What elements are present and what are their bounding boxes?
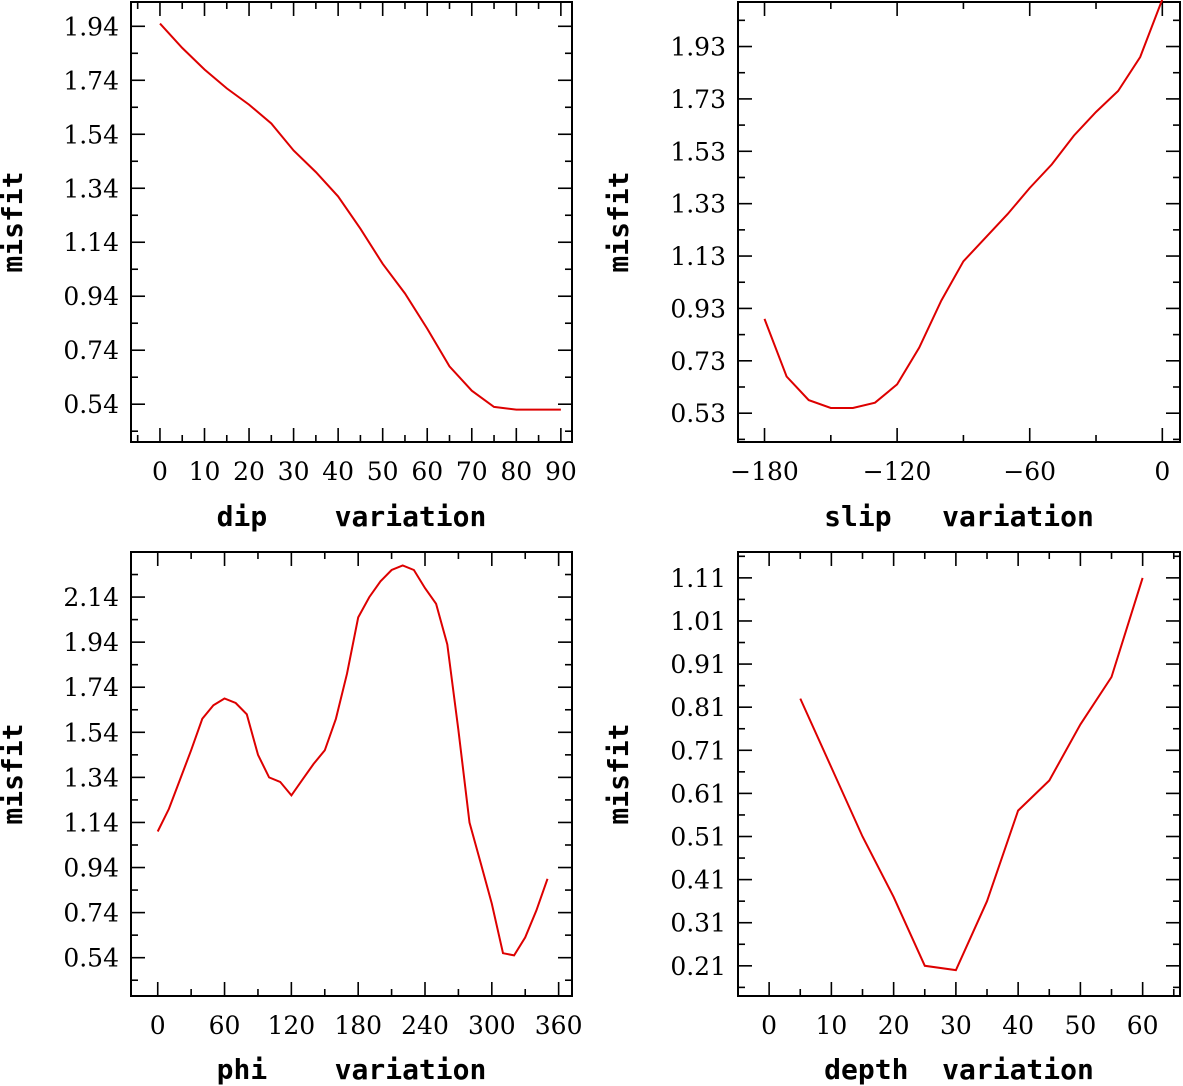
x-tick-label: 20	[878, 1011, 910, 1040]
y-tick-label: 1.11	[670, 564, 726, 593]
x-tick-label: 120	[268, 1011, 316, 1040]
y-tick-label: 1.14	[63, 228, 119, 257]
y-tick-label: 0.94	[63, 282, 119, 311]
series-line-depth	[799, 577, 1144, 972]
x-tick-label: −120	[863, 457, 932, 486]
chart-slip: −180 −120 −60 0 0.53 0.73 0.93 1.13 1.33 1.53 1.73…	[602, 0, 1181, 533]
x-tick-label: 30	[278, 457, 310, 486]
y-tick-label: 1.13	[670, 242, 726, 271]
x-tick-label: 50	[367, 457, 399, 486]
x-axis-title: phi variation	[217, 1053, 487, 1086]
x-axis-title: slip variation	[824, 500, 1094, 533]
series-line-slip	[763, 0, 1164, 409]
y-tick-label: 1.93	[670, 33, 726, 62]
y-axis-title: misfit	[602, 723, 635, 824]
y-axis-title: misfit	[602, 171, 635, 272]
x-tick-label: 80	[500, 457, 532, 486]
y-tick-label: 0.21	[670, 952, 726, 981]
x-axis-title: dip variation	[217, 500, 487, 533]
x-tick-label: 50	[1064, 1011, 1096, 1040]
y-tick-label: 1.54	[63, 120, 119, 149]
y-tick-label: 0.74	[63, 899, 119, 928]
y-tick-label: 0.54	[63, 390, 119, 419]
x-tick-label: 40	[322, 457, 354, 486]
x-tick-label: 0	[152, 457, 168, 486]
x-tick-label: 30	[940, 1011, 972, 1040]
x-tick-label: −180	[730, 457, 799, 486]
x-tick-label: 20	[233, 457, 265, 486]
chart-phi: 0 60 120 180 240 300 360 0.54 0.74 0.94 1.14 1.34 1.…	[0, 551, 583, 1086]
x-tick-label: 180	[334, 1011, 382, 1040]
y-tick-label: 0.71	[670, 736, 726, 765]
y-tick-label: 2.14	[63, 583, 119, 612]
y-tick-label: 1.54	[63, 718, 119, 747]
x-tick-label: 360	[535, 1011, 583, 1040]
plot-frame	[130, 551, 573, 997]
y-axis-title: misfit	[0, 171, 29, 272]
y-tick-label: 0.91	[670, 650, 726, 679]
y-tick-label: 1.34	[63, 763, 119, 792]
y-tick-label: 0.53	[670, 399, 726, 428]
y-axis-title: misfit	[0, 723, 29, 824]
plot-frame	[737, 551, 1181, 997]
y-tick-label: 0.51	[670, 823, 726, 852]
y-tick-label: 1.94	[63, 12, 119, 41]
x-axis-title: depth variation	[824, 1053, 1094, 1086]
x-tick-label: 0	[1154, 457, 1170, 486]
x-tick-label: 10	[815, 1011, 847, 1040]
x-tick-label: 300	[468, 1011, 516, 1040]
x-tick-label: 60	[411, 457, 443, 486]
x-tick-label: 70	[456, 457, 488, 486]
y-tick-label: 0.61	[670, 779, 726, 808]
y-tick-label: 1.53	[670, 137, 726, 166]
x-tick-label: 0	[761, 1011, 777, 1040]
y-tick-label: 1.74	[63, 673, 119, 702]
y-tick-label: 0.94	[63, 854, 119, 883]
chart-dip: 0 10 20 30 40 50 60 70 80 90 0.54 0.74 0.94 1.14 1.34 1…	[0, 1, 577, 533]
x-tick-label: −60	[1003, 457, 1056, 486]
y-tick-label: 1.74	[63, 66, 119, 95]
series-line-dip	[159, 22, 561, 411]
y-tick-label: 1.01	[670, 607, 726, 636]
x-tick-label: 10	[189, 457, 221, 486]
y-tick-label: 0.81	[670, 693, 726, 722]
y-tick-label: 0.93	[670, 294, 726, 323]
x-tick-label: 60	[1127, 1011, 1159, 1040]
chart-depth: 0 10 20 30 40 50 60 0.21 0.31 0.41 0.51 0.61 0.71 0.8…	[602, 551, 1181, 1086]
y-tick-label: 0.73	[670, 347, 726, 376]
plot-frame	[130, 1, 573, 443]
x-tick-label: 60	[209, 1011, 241, 1040]
x-tick-label: 40	[1002, 1011, 1034, 1040]
y-tick-label: 1.34	[63, 174, 119, 203]
y-tick-label: 1.14	[63, 808, 119, 837]
y-tick-label: 1.33	[670, 190, 726, 219]
y-tick-label: 1.94	[63, 628, 119, 657]
y-tick-label: 0.41	[670, 866, 726, 895]
y-tick-label: 0.31	[670, 909, 726, 938]
series-line-phi	[156, 564, 549, 957]
plot-frame	[737, 1, 1181, 443]
y-tick-label: 1.73	[670, 85, 726, 114]
x-tick-label: 90	[545, 457, 577, 486]
x-tick-label: 0	[150, 1011, 166, 1040]
x-tick-label: 240	[401, 1011, 449, 1040]
y-tick-label: 0.54	[63, 944, 119, 973]
y-tick-label: 0.74	[63, 336, 119, 365]
